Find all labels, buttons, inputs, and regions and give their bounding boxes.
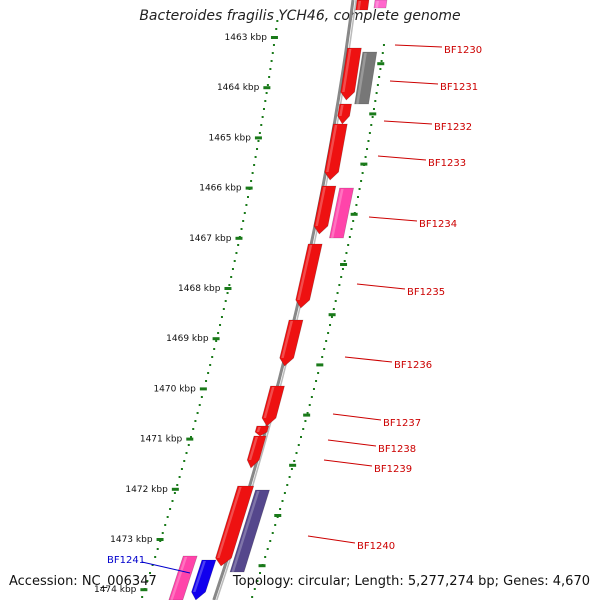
gene-leader-line — [383, 120, 433, 125]
outer-tick-mark — [274, 514, 282, 517]
scale-tick-mark — [235, 236, 243, 240]
scale-tick-label: 1472 kbp — [125, 485, 168, 495]
gene-leader-line — [323, 459, 373, 467]
gene-block-bf1240[interactable] — [229, 489, 270, 573]
cds-arrow[interactable] — [337, 103, 352, 125]
scale-tick-label: 1468 kbp — [178, 284, 221, 294]
scale-tick-mark — [254, 136, 262, 140]
gene-block-bf1231[interactable] — [354, 51, 378, 105]
scale-tick-label: 1465 kbp — [209, 133, 252, 143]
scale-tick-label: 1473 kbp — [110, 535, 153, 545]
scale-tick-label: 1474 kbp — [94, 585, 137, 595]
gene-label-bf1237[interactable]: BF1237 — [383, 418, 421, 429]
gene-block-bf1241[interactable] — [168, 555, 198, 600]
cds-arrow[interactable] — [340, 47, 362, 101]
scale-tick-mark — [270, 36, 278, 39]
scale-tick-label: 1463 kbp — [225, 33, 268, 43]
gene-leader-line — [394, 44, 443, 48]
scale-tick-mark — [224, 287, 232, 290]
outer-tick-mark — [316, 363, 324, 367]
scale-tick-mark — [186, 437, 194, 441]
gene-label-bf1230[interactable]: BF1230 — [444, 45, 482, 56]
cds-arrow[interactable] — [215, 485, 255, 567]
gene-label-bf1241[interactable]: BF1241 — [107, 555, 145, 566]
scale-tick-label: 1470 kbp — [153, 384, 196, 394]
cds-arrow[interactable] — [261, 385, 285, 427]
gene-leader-line — [141, 561, 191, 574]
scale-tick-mark — [245, 186, 253, 190]
gene-leader-line — [389, 80, 439, 85]
scale-tick-label: 1466 kbp — [199, 184, 242, 194]
outer-tick-mark — [303, 413, 311, 417]
scale-tick-mark — [212, 337, 220, 341]
gene-leader-line — [377, 155, 427, 161]
scale-tick-mark — [263, 86, 271, 90]
outer-scale-line — [251, 44, 385, 598]
gene-leader-line — [344, 356, 393, 363]
scale-tick-mark — [156, 538, 164, 541]
cds-arrow-blue[interactable] — [191, 559, 217, 600]
scale-tick-label: 1467 kbp — [189, 234, 232, 244]
inner-scale-line — [141, 20, 279, 598]
accession-text: Accession: NC_006347 — [9, 574, 157, 589]
cds-arrow[interactable] — [254, 425, 270, 437]
gene-label-bf1232[interactable]: BF1232 — [434, 122, 472, 133]
outer-tick-mark — [258, 564, 266, 568]
gene-block-bf1234[interactable] — [329, 187, 354, 239]
outer-tick-mark — [289, 463, 297, 467]
outer-tick-mark — [377, 62, 385, 66]
cds-arrow[interactable] — [295, 243, 323, 309]
scale-tick-mark — [199, 387, 207, 391]
outer-tick-mark — [369, 112, 377, 116]
cds-arrow[interactable] — [246, 435, 267, 469]
gene-leader-line — [356, 283, 406, 290]
topology-text: Topology: circular; Length: 5,277,274 bp… — [232, 574, 590, 589]
gene-leader-line — [327, 439, 377, 447]
scale-tick-label: 1471 kbp — [140, 435, 183, 445]
gene-label-bf1235[interactable]: BF1235 — [407, 287, 445, 298]
scale-tick-label: 1469 kbp — [166, 334, 209, 344]
gene-leader-line — [332, 413, 382, 421]
gene-label-bf1240[interactable]: BF1240 — [357, 541, 395, 552]
gene-label-bf1238[interactable]: BF1238 — [378, 444, 416, 455]
outer-tick-mark — [350, 212, 358, 216]
map-title: Bacteroides fragilis YCH46, complete gen… — [139, 8, 461, 24]
gene-label-bf1233[interactable]: BF1233 — [428, 158, 466, 169]
scale-tick-mark — [140, 588, 148, 592]
gene-label-bf1234[interactable]: BF1234 — [419, 219, 457, 230]
scale-tick-mark — [171, 487, 179, 491]
outer-tick-mark — [340, 263, 348, 266]
gene-label-bf1239[interactable]: BF1239 — [374, 464, 412, 475]
cds-arrow[interactable] — [313, 185, 337, 235]
gene-label-bf1231[interactable]: BF1231 — [440, 82, 478, 93]
scale-tick-label: 1464 kbp — [217, 83, 260, 93]
gene-label-bf1236[interactable]: BF1236 — [394, 360, 432, 371]
cds-arrow[interactable] — [324, 123, 348, 181]
gene-leader-line — [307, 535, 356, 544]
gene-block-bf1230[interactable] — [373, 0, 388, 9]
cds-arrow[interactable] — [279, 319, 304, 367]
outer-tick-mark — [360, 162, 368, 166]
outer-tick-mark — [328, 313, 336, 317]
gene-leader-line — [368, 216, 418, 222]
cds-arrow[interactable] — [355, 0, 370, 11]
